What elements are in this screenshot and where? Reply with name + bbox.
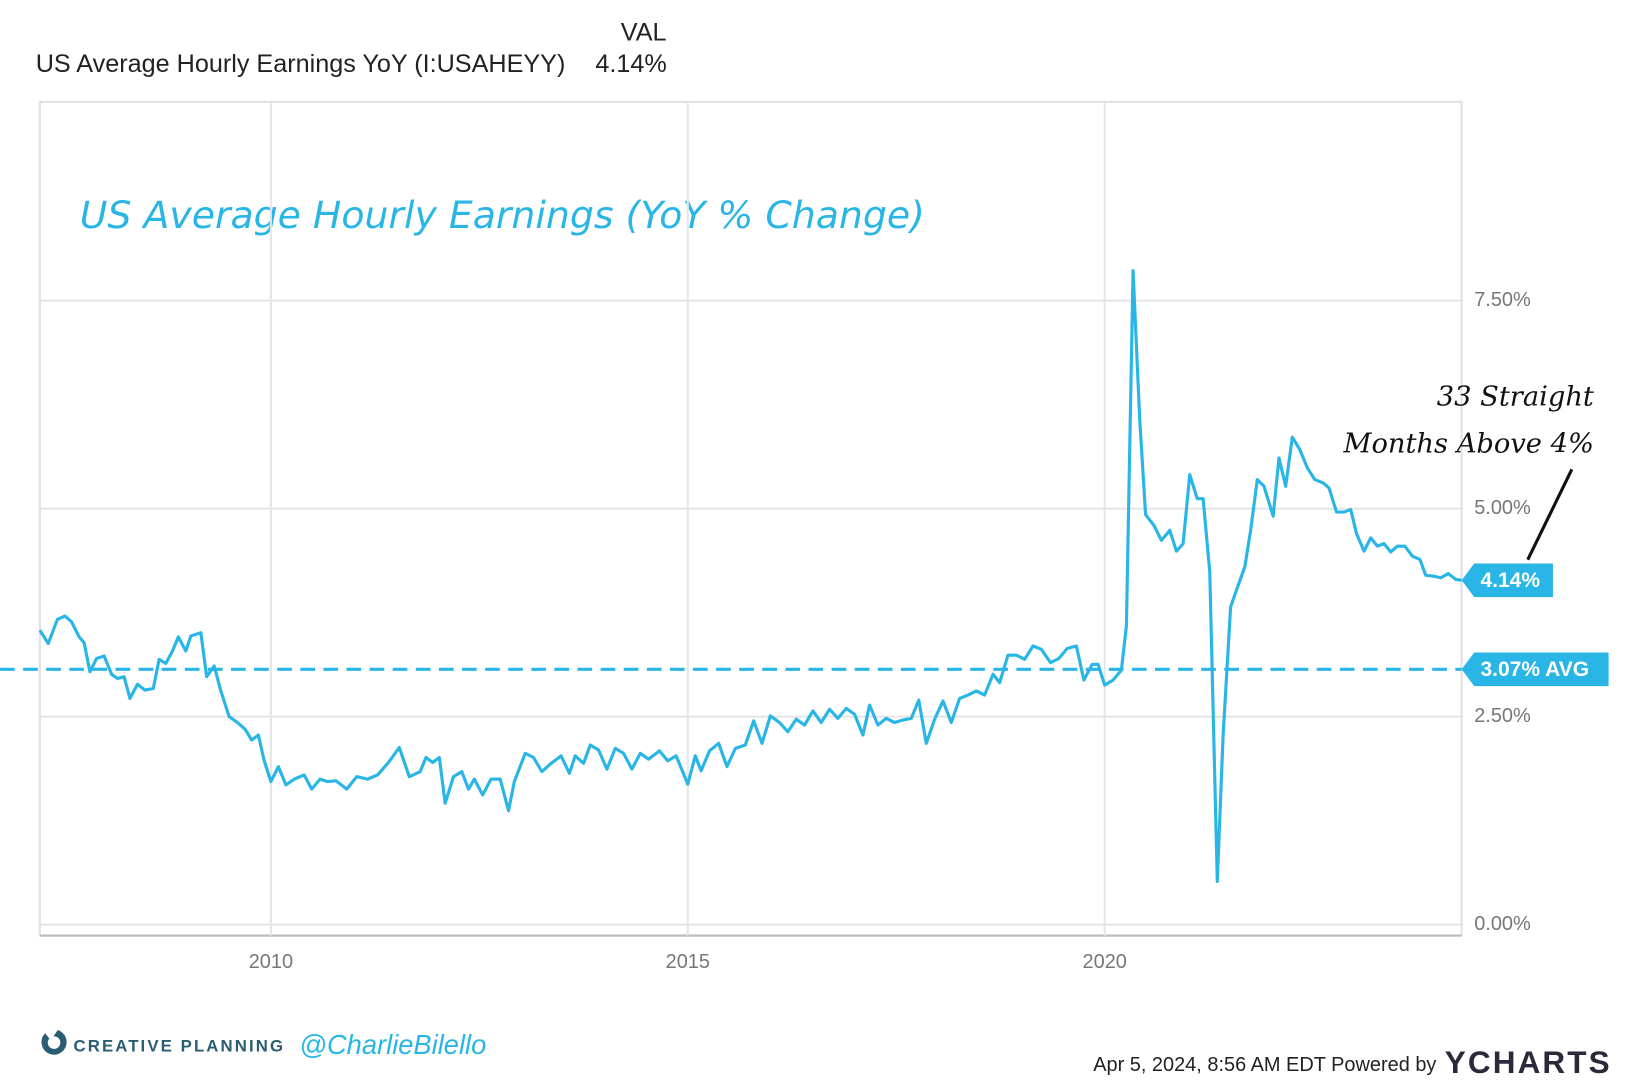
source-logo: YCHARTS (1445, 1044, 1612, 1080)
legend-series-name: US Average Hourly Earnings YoY (I:USAHEY… (36, 50, 566, 78)
annotation: Months Above 4% (1343, 429, 1594, 460)
average-label: 3.07% AVG (1481, 658, 1590, 681)
end-label: 4.14% (1481, 569, 1541, 592)
y-tick-label: 0.00% (1474, 913, 1531, 935)
brand-logo (41, 1030, 67, 1055)
annotation: 33 Straight (1437, 381, 1595, 412)
end-box (1461, 563, 1553, 598)
y-tick-label: 7.50% (1474, 289, 1531, 311)
annotation-arrow (1526, 468, 1574, 561)
y-tick-label: 2.50% (1474, 705, 1531, 727)
y-tick-label: 5.00% (1474, 497, 1531, 519)
x-tick-label: 2020 (1083, 951, 1127, 973)
legend-header: VAL (621, 18, 667, 46)
timestamp: Apr 5, 2024, 8:56 AM EDT Powered by (1093, 1054, 1436, 1076)
x-tick-label: 2015 (666, 951, 710, 973)
handle: @CharlieBilello (299, 1029, 486, 1060)
brand: CREATIVE PLANNING (74, 1036, 286, 1055)
average-box (1461, 652, 1609, 687)
legend-value: 4.14% (595, 50, 666, 78)
series-line (38, 269, 1462, 884)
x-tick-label: 2010 (249, 951, 293, 973)
inner-title: US Average Hourly Earnings (YoY % Change… (80, 193, 925, 237)
